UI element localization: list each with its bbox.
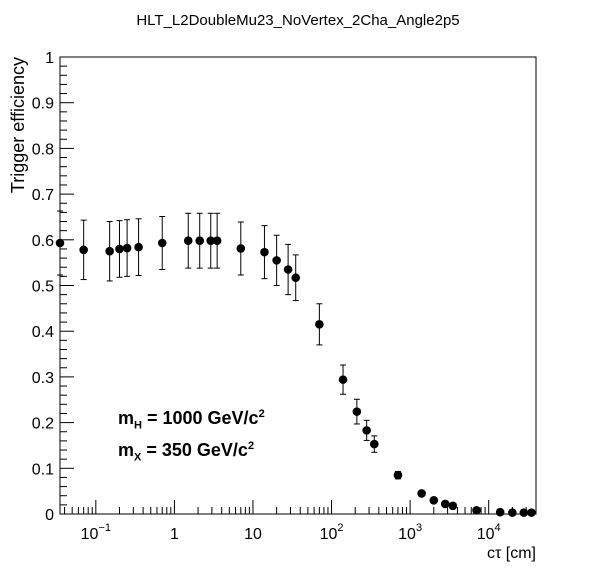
y-tick-label: 0.9 [32, 96, 54, 113]
annotation-mx-main: m [118, 440, 135, 460]
y-tick-label: 0.5 [32, 279, 54, 296]
data-point [495, 507, 505, 517]
x-tick-label: 102 [320, 522, 344, 543]
data-point [79, 245, 88, 255]
data-point [440, 499, 450, 509]
annotation-mh-main: m [118, 408, 135, 428]
data-point [122, 243, 132, 253]
y-tick-label: 0.4 [32, 324, 54, 341]
y-tick-label: 0.8 [32, 141, 54, 158]
x-tick-label: 103 [398, 522, 422, 543]
y-tick-label: 0.7 [32, 187, 54, 204]
data-point [362, 426, 371, 435]
data-point [429, 495, 439, 505]
y-tick-label: 0.2 [32, 416, 54, 433]
data-point [134, 242, 143, 252]
annotation-mx: mX = 350 GeV/c2 [118, 440, 254, 464]
x-axis-title: cτ [cm] [487, 545, 536, 562]
data-point [291, 273, 301, 283]
y-tick-label: 0 [45, 507, 54, 524]
annotation-mx-sub: X [134, 451, 142, 464]
annotation-mx-sup: 2 [247, 440, 255, 452]
data-point [417, 489, 426, 498]
data-point [369, 439, 379, 449]
data-point [236, 244, 246, 253]
y-tick-label: 0.3 [32, 370, 54, 387]
data-point [508, 508, 517, 517]
data-point [283, 265, 293, 274]
annotation-mx-text: = 350 GeV/c [141, 440, 248, 460]
y-tick-label: 1 [45, 50, 54, 67]
data-point [157, 238, 167, 248]
x-tick-label: 104 [477, 522, 501, 543]
data-point [212, 236, 222, 246]
x-tick-label: 10−1 [81, 522, 111, 543]
data-point [393, 470, 403, 480]
data-point [338, 375, 348, 384]
data-point [206, 236, 216, 246]
chart-title: HLT_L2DoubleMu23_NoVertex_2Cha_Angle2p5 [136, 12, 460, 29]
data-point [315, 320, 324, 329]
data-point [195, 236, 205, 246]
data-point [472, 506, 481, 515]
data-point [115, 244, 124, 254]
data-point [183, 236, 193, 246]
data-point [55, 238, 65, 248]
x-tick-label: 1 [170, 526, 179, 543]
data-point [352, 407, 362, 416]
y-tick-label: 0.1 [32, 461, 54, 478]
x-tick-label: 10 [244, 526, 262, 543]
data-point [272, 256, 281, 265]
data-point [260, 247, 269, 257]
data-point [527, 508, 536, 517]
y-tick-label: 0.6 [32, 233, 54, 250]
y-axis-title: Trigger efficiency [8, 57, 28, 193]
data-point [519, 508, 529, 517]
annotation-mh-sup: 2 [258, 408, 265, 420]
data-point [105, 246, 114, 256]
data-point [448, 501, 458, 511]
annotation-mh-sub: H [134, 419, 142, 432]
annotation-mh: mH = 1000 GeV/c2 [118, 408, 265, 432]
annotation-mh-text: = 1000 GeV/c [141, 408, 259, 428]
